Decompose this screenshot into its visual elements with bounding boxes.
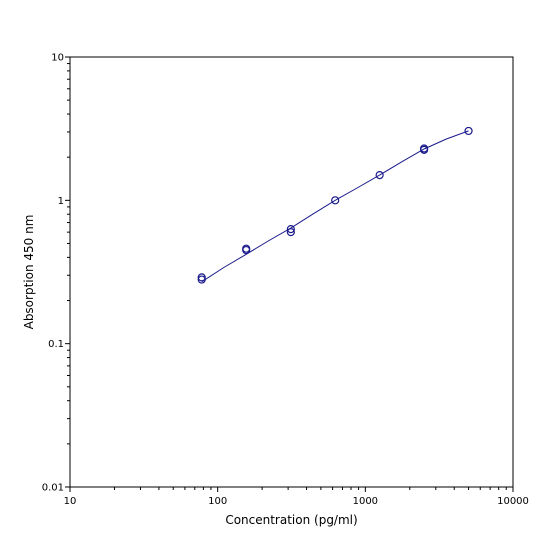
y-axis-ticks: 0.01 0.1 1 10 (42, 53, 70, 494)
data-point (286, 228, 295, 237)
data-points (197, 126, 473, 284)
x-tick-label: 100 (208, 496, 227, 507)
x-tick-label: 10 (64, 496, 77, 507)
plot-area (69, 56, 514, 488)
x-tick-label: 1000 (353, 496, 378, 507)
fit-curve (201, 130, 469, 283)
data-point (464, 126, 473, 136)
data-point (242, 245, 251, 255)
data-point (331, 196, 340, 205)
x-axis-label: Concentration (pg/ml) (225, 513, 357, 527)
data-point (375, 170, 384, 180)
data-point (419, 145, 429, 154)
x-axis-ticks: 10 100 1000 10000 (64, 487, 529, 507)
data-point (197, 275, 206, 284)
y-tick-label: 1 (58, 196, 64, 207)
x-tick-label: 10000 (497, 496, 529, 507)
data-point (286, 224, 295, 234)
y-tick-label: 10 (51, 53, 64, 64)
y-tick-label: 0.01 (42, 483, 64, 494)
data-point (197, 273, 206, 282)
y-axis-label: Absorption 450 nm (22, 215, 36, 330)
y-tick-label: 0.1 (48, 339, 64, 350)
